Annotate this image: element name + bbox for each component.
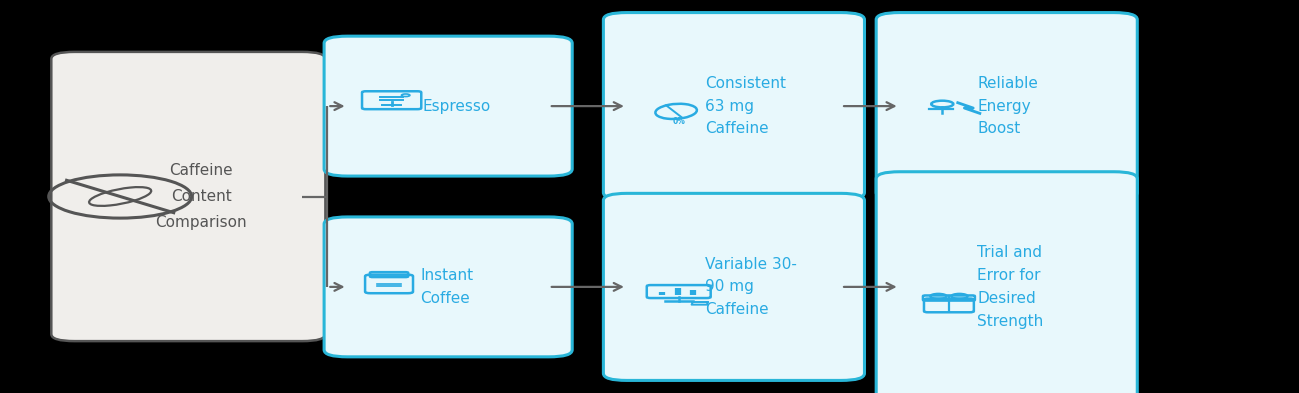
Text: 0%: 0% (673, 117, 686, 126)
Text: Variable 30-: Variable 30- (704, 257, 796, 272)
Text: Instant: Instant (420, 268, 473, 283)
Text: Strength: Strength (977, 314, 1044, 329)
Text: 63 mg: 63 mg (704, 99, 753, 114)
Text: Energy: Energy (977, 99, 1031, 114)
Text: Boost: Boost (977, 121, 1021, 136)
Text: Consistent: Consistent (704, 76, 786, 91)
Text: Error for: Error for (977, 268, 1040, 283)
Text: Caffeine: Caffeine (170, 163, 233, 178)
FancyBboxPatch shape (603, 13, 865, 200)
FancyBboxPatch shape (876, 172, 1138, 393)
Text: 90 mg: 90 mg (704, 279, 753, 294)
FancyBboxPatch shape (323, 36, 572, 176)
Text: Desired: Desired (977, 291, 1037, 306)
FancyBboxPatch shape (51, 52, 325, 341)
Text: Caffeine: Caffeine (704, 302, 768, 317)
FancyBboxPatch shape (876, 13, 1138, 200)
Text: Trial and: Trial and (977, 245, 1043, 260)
Text: Caffeine: Caffeine (704, 121, 768, 136)
Text: Coffee: Coffee (420, 291, 470, 306)
Text: Reliable: Reliable (977, 76, 1038, 91)
FancyBboxPatch shape (603, 193, 865, 380)
Text: Espresso: Espresso (422, 99, 491, 114)
Text: Content: Content (171, 189, 231, 204)
Text: Comparison: Comparison (156, 215, 247, 230)
FancyBboxPatch shape (323, 217, 572, 357)
